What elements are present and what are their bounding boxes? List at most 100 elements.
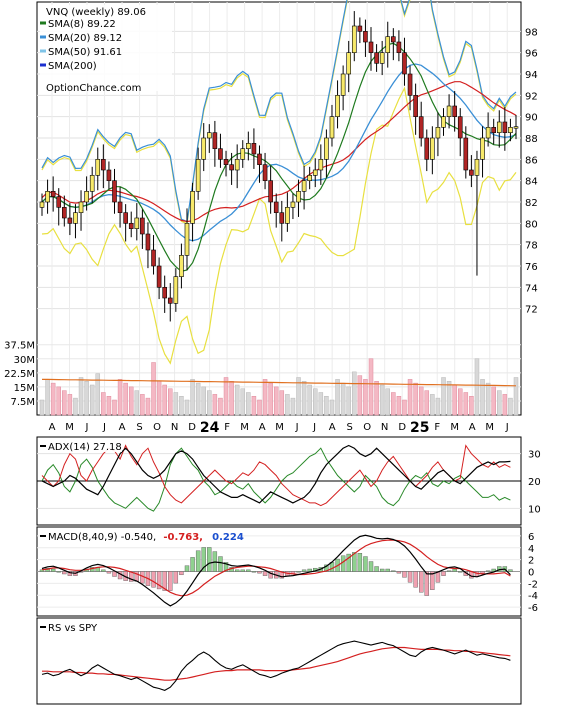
time-axis-label: J <box>102 422 106 433</box>
candle-body <box>424 137 430 160</box>
candle-body <box>469 169 474 176</box>
volume-bar <box>201 386 206 416</box>
candle-body <box>78 201 84 213</box>
volume-bar <box>268 382 273 416</box>
candle-body <box>173 276 179 304</box>
candle-body <box>67 217 73 224</box>
macd-histogram-bar <box>296 571 301 573</box>
candle-body <box>195 159 201 192</box>
volume-bar <box>307 384 312 416</box>
candle-body <box>190 191 195 224</box>
macd-histogram-bar <box>257 571 262 574</box>
candle-body <box>273 201 279 213</box>
candle-body <box>430 137 435 160</box>
macd-histogram-bar <box>173 571 179 584</box>
rs-panel: RS vs SPY <box>36 617 522 705</box>
time-axis-label: M <box>450 422 459 433</box>
candle-body <box>368 41 374 53</box>
candle-body <box>206 132 212 139</box>
price-tick-label: 88 <box>525 134 538 145</box>
candle-body <box>73 212 78 224</box>
ticker-title: VNQ (weekly) 89.06 <box>46 7 146 18</box>
macd-histogram-bar <box>307 568 312 572</box>
volume-bar <box>67 394 73 416</box>
time-axis-label: J <box>505 422 509 433</box>
volume-bar <box>508 397 513 416</box>
volume-bar <box>485 382 491 416</box>
time-axis-label: J <box>312 422 316 433</box>
volume-bar <box>379 384 385 416</box>
macd-histogram-bar <box>485 570 491 572</box>
volume-bar <box>140 394 145 416</box>
candle-body <box>151 249 156 267</box>
price-tick-label: 72 <box>525 305 538 316</box>
candle-body <box>162 287 167 299</box>
volume-bar <box>424 390 430 416</box>
volume-bar <box>134 390 140 416</box>
candle-body <box>290 201 296 208</box>
candle-body <box>218 148 223 160</box>
volume-bar <box>273 386 279 416</box>
volume-average-line <box>42 378 517 387</box>
time-axis-label: A <box>119 422 126 433</box>
volume-bar <box>352 371 357 416</box>
time-axis-label: F <box>434 422 440 433</box>
candle-body <box>117 201 123 213</box>
candle-body <box>457 116 463 139</box>
volume-bar <box>324 396 329 416</box>
time-axis-label: 25 <box>410 420 429 436</box>
volume-bar <box>162 384 167 416</box>
macd-tick-label: -2 <box>528 579 538 590</box>
volume-bar <box>469 396 474 416</box>
time-axis-label: D <box>188 422 196 433</box>
macd-histogram-bar <box>357 553 363 572</box>
macd-histogram-bar <box>67 571 73 576</box>
candle-body <box>89 175 95 192</box>
volume-bar <box>168 388 173 416</box>
candle-body <box>56 196 62 208</box>
volume-bar <box>446 381 452 416</box>
adx-title: ADX(14) 27.18 <box>48 442 122 453</box>
sma20-line <box>41 63 517 242</box>
candle-body <box>480 137 485 160</box>
macd-histogram-bar <box>374 566 379 572</box>
candle-body <box>435 127 441 139</box>
legend: VNQ (weekly) 89.06 SMA(8) 89.22 SMA(20) 8… <box>40 5 172 94</box>
time-axis-label: A <box>469 422 476 433</box>
macd-histogram-bar <box>458 571 463 573</box>
macd-histogram-bar <box>251 571 257 573</box>
candle-body <box>418 116 424 139</box>
volume-bar <box>391 392 396 416</box>
candle-body <box>285 207 290 224</box>
candle-body <box>508 127 513 133</box>
volume-bar <box>89 384 95 416</box>
macd-histogram-bar <box>156 571 162 590</box>
macd-histogram-bar <box>385 568 390 572</box>
candle-body <box>396 41 402 53</box>
time-axis-label: M <box>65 422 74 433</box>
volume-bar <box>430 394 435 416</box>
time-axis-label: F <box>224 422 230 433</box>
price-tick-label: 92 <box>525 91 538 102</box>
macd-histogram-bar <box>162 571 167 591</box>
volume-bar <box>262 379 268 416</box>
candle-body <box>212 132 218 149</box>
candle-body <box>201 137 207 160</box>
candle-body <box>307 175 312 181</box>
candle-body <box>441 116 446 128</box>
volume-bar <box>363 379 368 416</box>
price-tick-label: 96 <box>525 49 538 60</box>
time-axis-labels: A M J J A S O N D 24 F M A M J J A S O N D 25 F M A M J <box>49 420 509 436</box>
price-candles <box>39 11 519 322</box>
time-axis-label: A <box>259 422 266 433</box>
macd-lines <box>41 534 511 607</box>
macd-histogram-bar <box>379 568 385 572</box>
candle-body <box>279 212 285 224</box>
macd-value-red: -0.763, <box>163 532 203 543</box>
di-minus-line <box>41 444 511 507</box>
macd-tick-label: -6 <box>528 603 538 614</box>
time-axis-label: 24 <box>200 420 220 436</box>
adx-tick-label: 20 <box>528 477 541 488</box>
